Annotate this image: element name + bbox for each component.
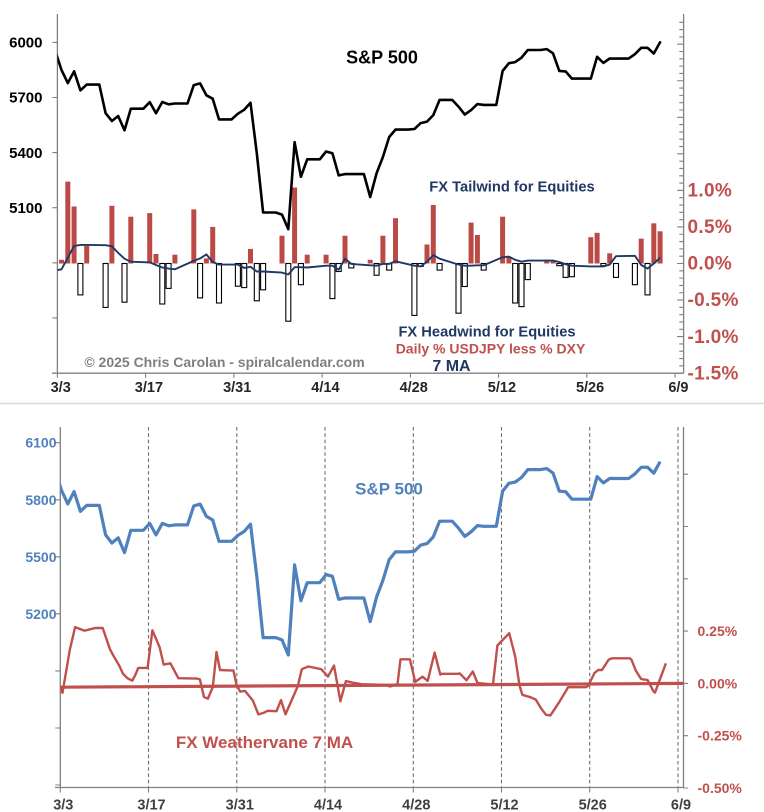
svg-text:5100: 5100 [9, 200, 42, 217]
svg-text:-0.50%: -0.50% [698, 780, 743, 796]
svg-text:4/14: 4/14 [314, 798, 342, 812]
svg-text:5500: 5500 [25, 549, 56, 565]
svg-text:7 MA: 7 MA [432, 358, 471, 375]
svg-text:0.25%: 0.25% [698, 623, 738, 639]
svg-text:3/3: 3/3 [51, 380, 71, 396]
svg-text:S&P 500: S&P 500 [346, 48, 418, 68]
svg-text:6/9: 6/9 [671, 798, 691, 812]
svg-text:S&P 500: S&P 500 [355, 480, 423, 499]
svg-text:4/14: 4/14 [311, 380, 339, 396]
svg-text:3/31: 3/31 [226, 798, 254, 812]
svg-text:-1.0%: -1.0% [688, 327, 739, 348]
svg-text:5/26: 5/26 [576, 380, 604, 396]
svg-text:6000: 6000 [9, 35, 42, 52]
svg-text:6/9: 6/9 [668, 380, 688, 396]
svg-text:3/3: 3/3 [53, 798, 73, 812]
svg-text:3/31: 3/31 [223, 380, 251, 396]
svg-text:0.0%: 0.0% [688, 254, 733, 275]
svg-text:-0.25%: -0.25% [698, 728, 743, 744]
svg-text:1.0%: 1.0% [688, 181, 733, 202]
svg-text:0.00%: 0.00% [698, 675, 738, 691]
svg-text:Daily % USDJPY less % DXY: Daily % USDJPY less % DXY [396, 341, 586, 357]
svg-text:3/17: 3/17 [137, 798, 165, 812]
svg-text:3/17: 3/17 [135, 380, 163, 396]
svg-text:FX Tailwind for Equities: FX Tailwind for Equities [429, 180, 594, 196]
svg-text:4/28: 4/28 [402, 798, 430, 812]
svg-text:© 2025 Chris Carolan - spiralc: © 2025 Chris Carolan - spiralcalendar.co… [84, 354, 364, 370]
svg-text:4/28: 4/28 [400, 380, 428, 396]
svg-text:5200: 5200 [25, 606, 56, 622]
svg-text:-0.5%: -0.5% [688, 290, 739, 311]
svg-text:-1.5%: -1.5% [688, 363, 739, 384]
svg-text:5/26: 5/26 [579, 798, 607, 812]
svg-text:6100: 6100 [25, 435, 56, 451]
svg-text:5/12: 5/12 [490, 798, 518, 812]
svg-text:0.5%: 0.5% [688, 217, 733, 238]
svg-text:5400: 5400 [9, 145, 42, 162]
svg-text:5/12: 5/12 [488, 380, 516, 396]
svg-text:5700: 5700 [9, 90, 42, 107]
svg-text:5800: 5800 [25, 492, 56, 508]
svg-text:FX Headwind for Equities: FX Headwind for Equities [398, 325, 575, 341]
svg-text:FX Weathervane 7 MA: FX Weathervane 7 MA [176, 733, 353, 752]
